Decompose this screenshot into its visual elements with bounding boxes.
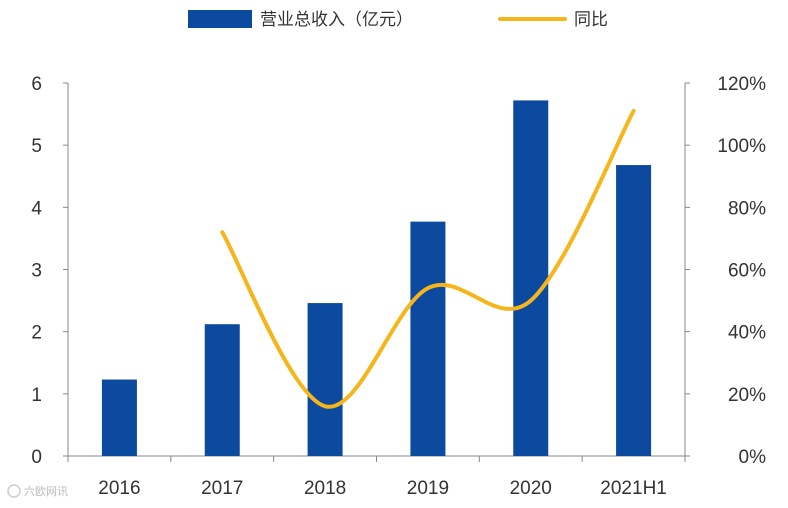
right-tick-label: 120% (717, 74, 766, 95)
x-tick-label: 2019 (407, 478, 449, 499)
watermark: 六欧网讯 (7, 484, 68, 498)
watermark-text: 六欧网讯 (24, 485, 68, 498)
legend-swatch-revenue (188, 10, 252, 28)
revenue-bar (101, 379, 137, 456)
x-tick-label: 2017 (201, 478, 243, 499)
left-y-ticks: 0 1 2 3 4 5 6 (31, 74, 68, 468)
revenue-bar (204, 324, 240, 456)
x-tick-label: 2020 (510, 478, 552, 499)
left-tick-label: 1 (31, 385, 42, 406)
x-tick-label: 2018 (304, 478, 346, 499)
left-tick-label: 5 (31, 136, 42, 157)
legend: 营业总收入（亿元） 同比 (188, 10, 608, 30)
right-tick-label: 80% (728, 198, 766, 219)
right-tick-label: 60% (728, 261, 766, 282)
x-tick-label: 2021H1 (600, 478, 667, 499)
watermark-logo-icon (7, 484, 21, 498)
revenue-bar (410, 221, 446, 456)
left-tick-label: 3 (31, 261, 42, 282)
legend-label-yoy: 同比 (574, 10, 608, 30)
right-tick-label: 0% (739, 447, 767, 468)
right-tick-label: 20% (728, 385, 766, 406)
axes (67, 83, 686, 457)
yoy-line-series (220, 108, 636, 409)
right-tick-label: 40% (728, 323, 766, 344)
revenue-bar (616, 165, 652, 456)
left-tick-label: 4 (31, 198, 42, 219)
legend-label-revenue: 营业总收入（亿元） (260, 10, 413, 30)
revenue-bar (513, 100, 549, 456)
x-ticks: 2016 2017 2018 2019 2020 2021H1 (67, 456, 686, 499)
revenue-bar (307, 303, 343, 456)
revenue-bars (101, 100, 652, 456)
right-tick-label: 100% (717, 136, 766, 157)
left-tick-label: 2 (31, 323, 42, 344)
left-tick-label: 0 (31, 447, 42, 468)
right-y-ticks: 0% 20% 40% 60% 80% 100% 120% (685, 74, 766, 468)
left-tick-label: 6 (31, 74, 42, 95)
x-tick-label: 2016 (98, 478, 140, 499)
